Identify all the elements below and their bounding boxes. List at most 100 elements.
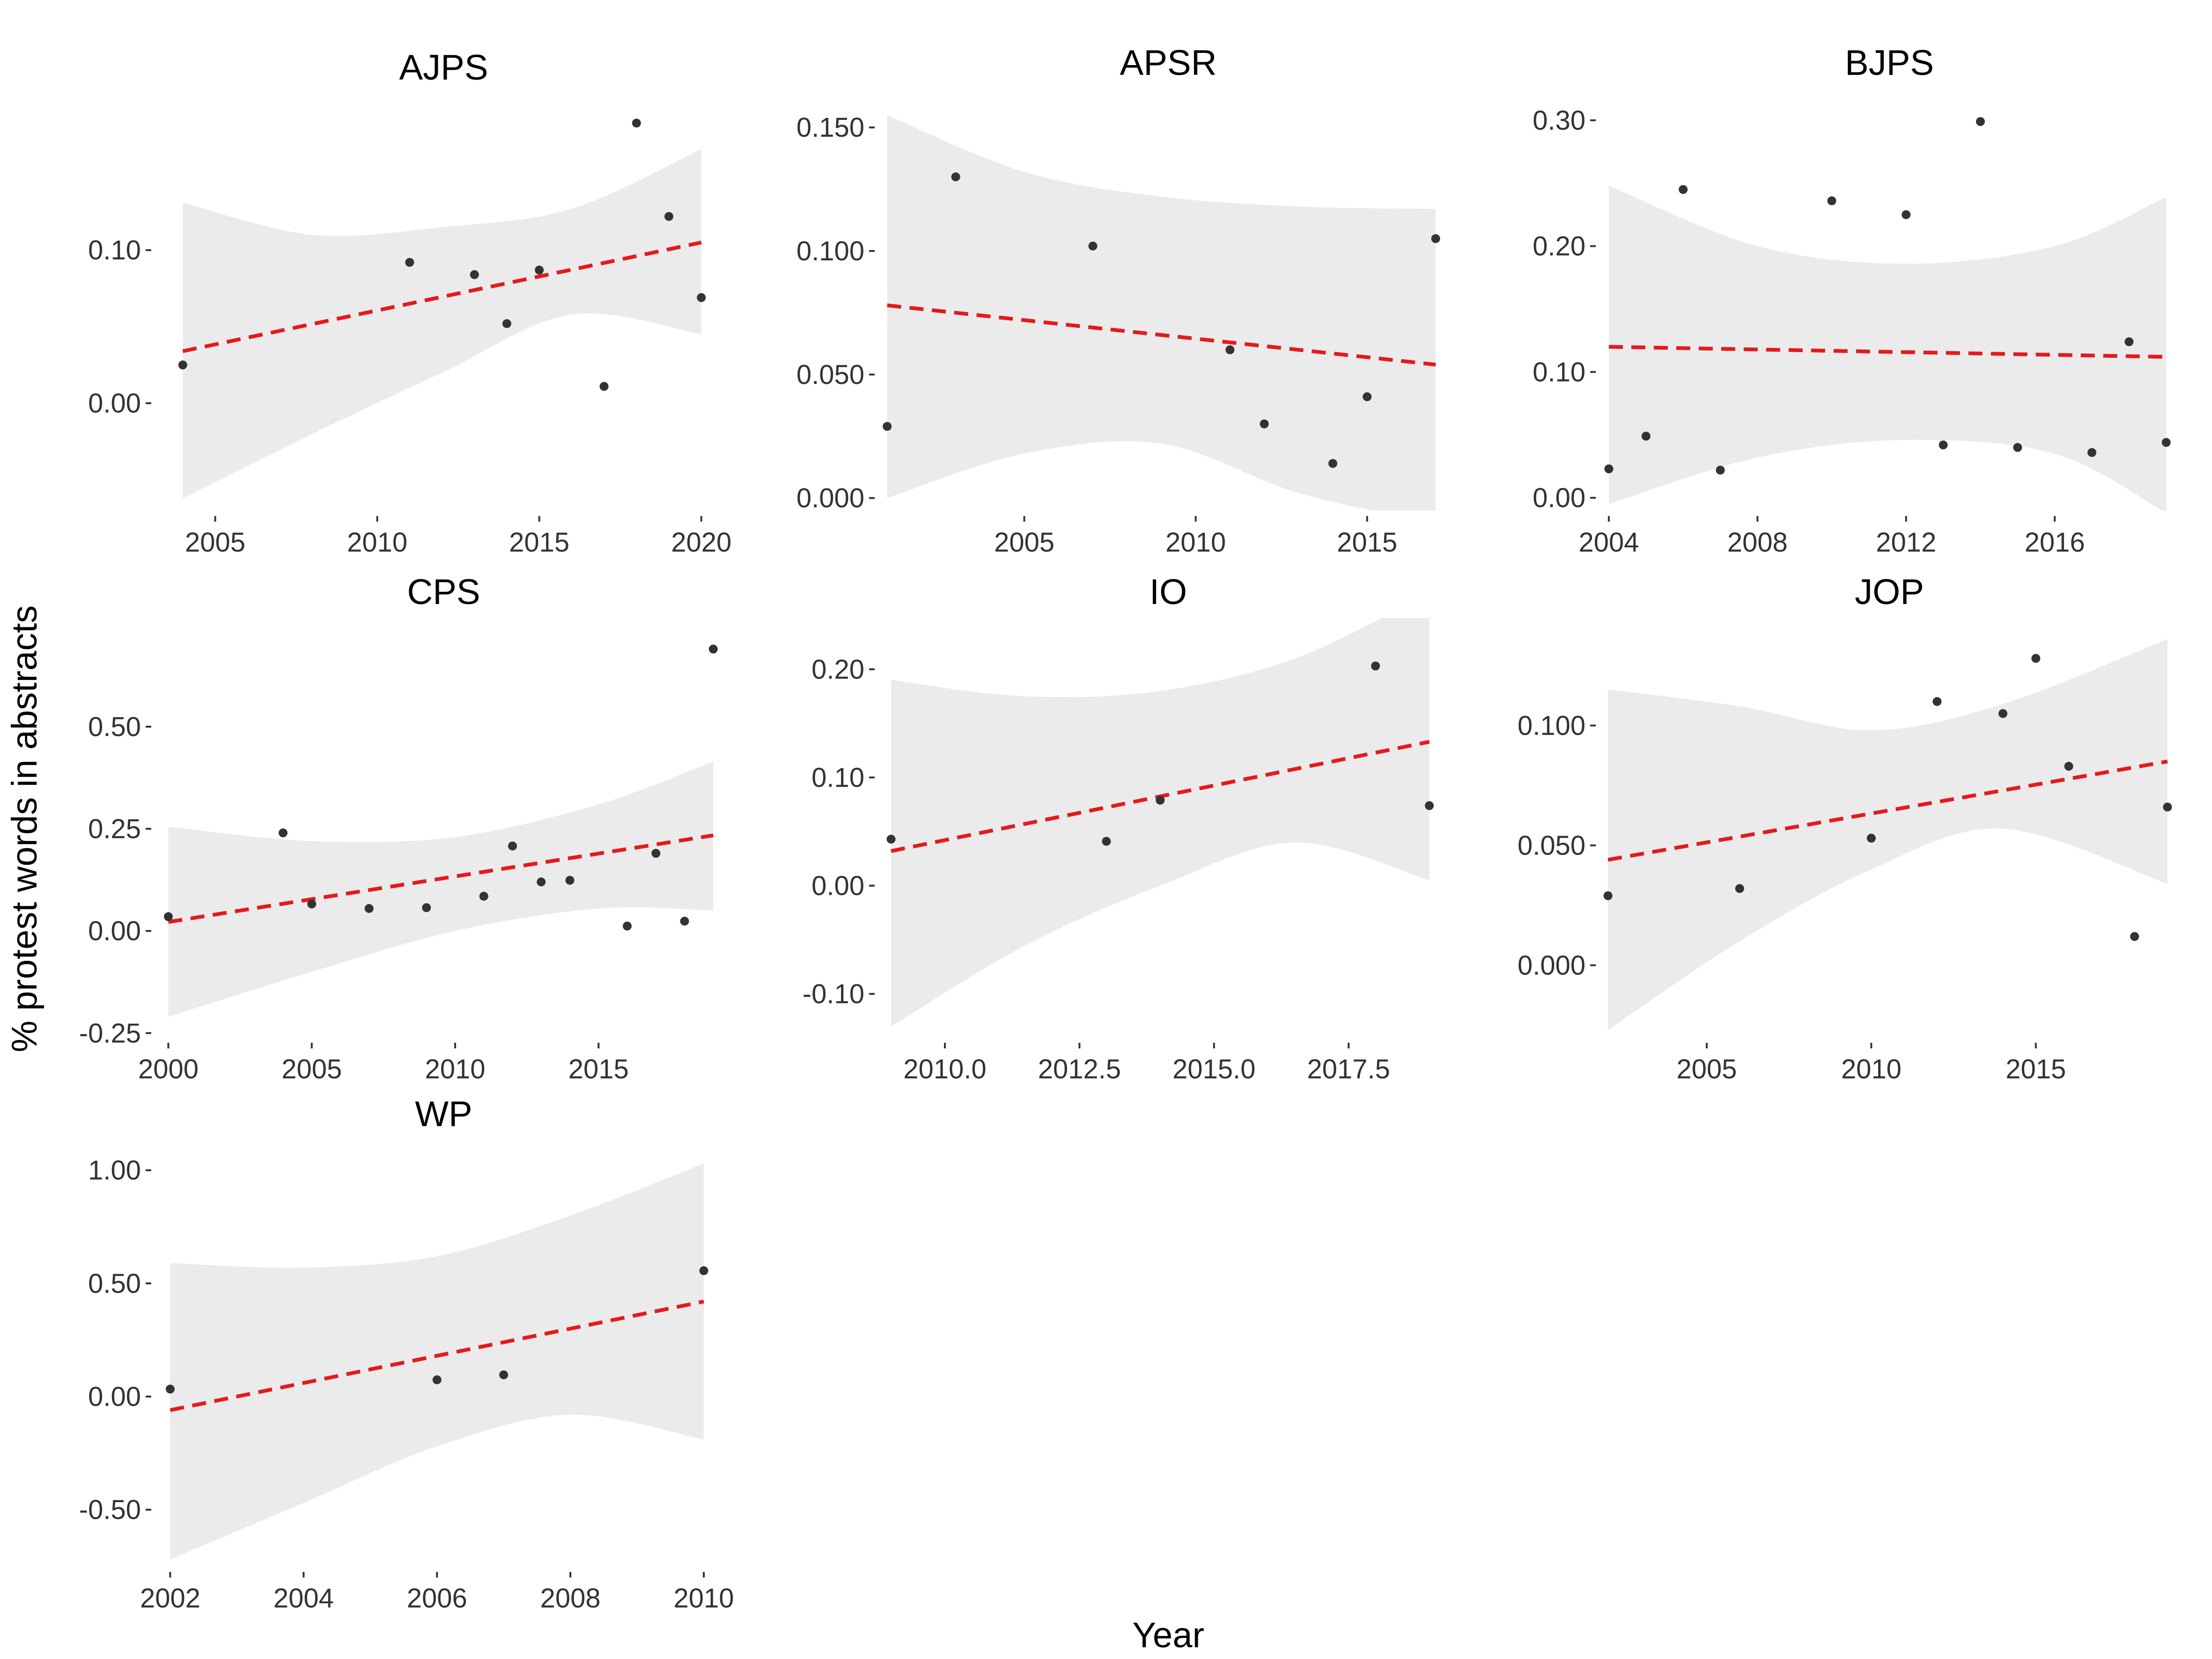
y-tick-label: 0.00 <box>811 870 864 901</box>
x-tick-label: 2017.5 <box>1307 1054 1390 1084</box>
y-tick-label: 0.25 <box>88 814 141 844</box>
x-tick-label: 2010 <box>1165 527 1226 558</box>
confidence-ribbon <box>891 618 1430 1026</box>
trend-line <box>887 303 1436 367</box>
data-point <box>307 900 317 909</box>
x-tick-label: 2010 <box>347 527 407 558</box>
y-tick-label: 0.000 <box>796 483 864 514</box>
panel-wp: WP -0.50 0.00 0.50 1.00 2002 2004 2006 2008 2010 <box>79 1094 734 1614</box>
data-point <box>1431 234 1440 243</box>
y-tick-label: 0.00 <box>88 388 141 419</box>
data-point <box>632 118 641 128</box>
data-point <box>1866 833 1876 843</box>
x-tick-label: 2020 <box>671 527 731 558</box>
facet-panels: AJPS 0.00 0.10 2005 2010 2015 2020 APSR 0.000 0.0… <box>79 43 2172 1614</box>
y-tick-label: 0.100 <box>796 236 864 266</box>
x-tick-label: 2004 <box>273 1583 334 1614</box>
panel-title: CPS <box>407 572 480 612</box>
x-axis-title: Year <box>1132 1615 1204 1655</box>
y-tick-label: 0.00 <box>88 1382 141 1412</box>
confidence-ribbon <box>1608 639 2168 1030</box>
y-tick-label: 0.20 <box>1533 231 1585 262</box>
y-tick-label: 0.100 <box>1518 710 1585 741</box>
y-axis-title: % protest words in abstracts <box>5 605 44 1053</box>
x-tick-label: 2008 <box>540 1583 601 1614</box>
data-point <box>165 1385 175 1394</box>
y-tick-label: -0.10 <box>803 979 864 1010</box>
data-point <box>1998 709 2007 718</box>
y-tick-label: 0.10 <box>811 762 864 793</box>
confidence-ribbon <box>887 115 1436 510</box>
panel-title: BJPS <box>1845 43 1934 83</box>
data-point <box>565 876 575 885</box>
y-tick-label: 0.50 <box>88 1268 141 1299</box>
data-point <box>479 892 488 901</box>
x-tick-label: 2010 <box>1841 1054 1902 1084</box>
data-point <box>364 904 374 913</box>
data-point <box>178 360 187 369</box>
x-tick-label: 2000 <box>138 1054 199 1084</box>
data-point <box>1371 661 1380 671</box>
data-point <box>422 903 431 912</box>
x-tick-label: 2006 <box>407 1583 467 1614</box>
x-tick-label: 2005 <box>281 1054 342 1084</box>
trend-line <box>1608 345 2167 359</box>
data-point <box>405 258 414 267</box>
data-point <box>1363 392 1372 401</box>
trend-line <box>168 833 714 924</box>
y-tick-label: 0.50 <box>88 712 141 742</box>
data-point <box>1088 241 1098 251</box>
data-point <box>535 265 544 275</box>
data-point <box>1102 837 1111 846</box>
data-point <box>499 1370 509 1379</box>
data-point <box>599 382 609 391</box>
data-point <box>886 834 896 844</box>
panel-title: AJPS <box>399 48 488 88</box>
y-tick-label: 0.150 <box>796 112 864 143</box>
data-point <box>1679 185 1688 194</box>
data-point <box>651 848 661 858</box>
data-point <box>1225 345 1235 354</box>
data-point <box>699 1266 708 1276</box>
x-tick-label: 2010 <box>674 1583 734 1614</box>
data-point <box>2163 803 2172 812</box>
x-tick-label: 2015.0 <box>1172 1054 1255 1084</box>
data-point <box>2031 654 2041 663</box>
data-point <box>1932 697 1942 706</box>
trend-line <box>170 1299 704 1412</box>
y-tick-label: 0.20 <box>811 654 864 685</box>
data-point <box>680 916 689 926</box>
data-point <box>2064 761 2073 771</box>
panel-title: JOP <box>1855 572 1924 612</box>
data-point <box>1976 117 1985 126</box>
x-tick-label: 2010.0 <box>903 1054 986 1084</box>
x-tick-label: 2002 <box>140 1583 200 1614</box>
data-point <box>432 1375 442 1385</box>
data-point <box>883 422 892 431</box>
confidence-ribbon <box>170 1163 704 1560</box>
y-tick-label: -0.50 <box>79 1495 141 1525</box>
x-tick-label: 2008 <box>1727 527 1788 558</box>
data-point <box>2161 438 2171 447</box>
x-tick-label: 2004 <box>1578 527 1639 558</box>
panel-title: APSR <box>1120 43 1217 83</box>
data-point <box>537 877 546 886</box>
data-point <box>2124 337 2134 347</box>
y-tick-label: 0.30 <box>1533 105 1585 136</box>
trend-line <box>1607 759 2168 862</box>
panel-bjps: BJPS 0.00 0.10 0.20 0.30 2004 2008 2012 2016 <box>1533 43 2171 558</box>
x-tick-label: 2015 <box>1337 527 1397 558</box>
y-tick-label: 1.00 <box>88 1155 141 1186</box>
x-tick-label: 2015 <box>2006 1054 2066 1084</box>
y-tick-label: 0.10 <box>88 235 141 265</box>
data-point <box>470 270 479 280</box>
data-point <box>508 841 517 851</box>
data-point <box>708 644 718 654</box>
confidence-ribbon <box>183 149 701 498</box>
data-point <box>502 319 511 328</box>
data-point <box>1604 464 1614 473</box>
confidence-ribbon <box>1608 185 2167 510</box>
data-point <box>279 828 288 838</box>
data-point <box>1425 801 1434 810</box>
data-point <box>1260 419 1269 428</box>
